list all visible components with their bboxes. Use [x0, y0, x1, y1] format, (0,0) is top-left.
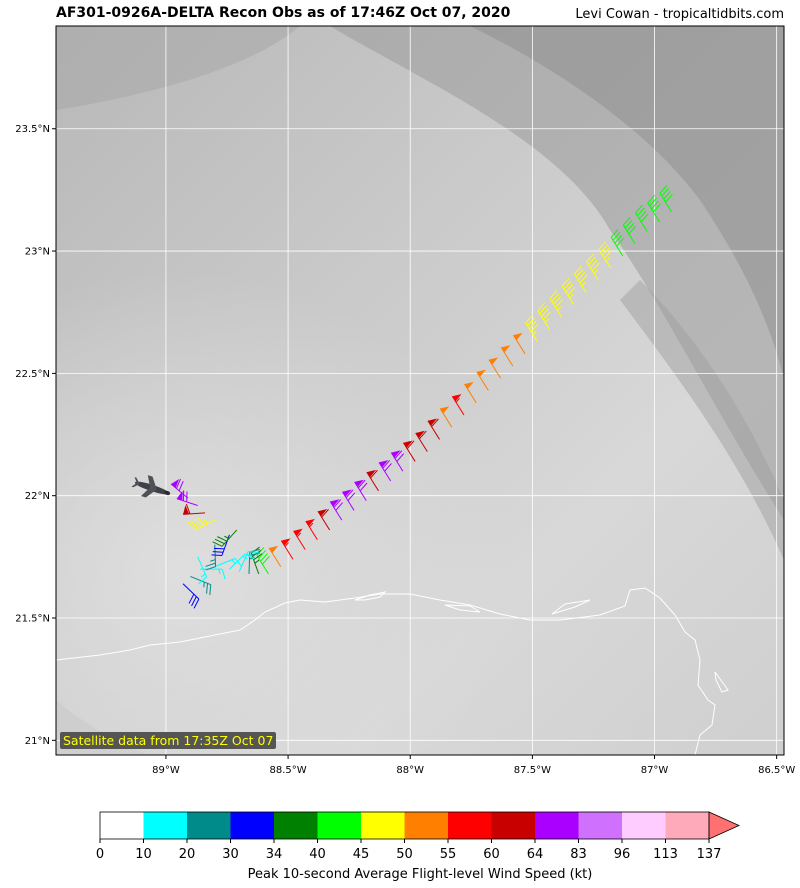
wind-barb [354, 479, 368, 501]
colorbar-segment [317, 812, 362, 839]
wind-barb [512, 332, 526, 355]
wind-barb [549, 290, 563, 318]
wind-barb [598, 241, 612, 269]
wind-barb [329, 499, 343, 521]
colorbar-tick-label: 10 [135, 847, 152, 862]
colorbar-tick-label: 45 [352, 847, 370, 862]
colorbar-tick-label: 137 [696, 847, 722, 862]
colorbar-tick-label: 50 [396, 847, 413, 862]
wind-barb [476, 369, 489, 391]
wind-barb [197, 556, 208, 585]
lat-tick-label: 23.5°N [15, 124, 50, 135]
wind-barb [390, 450, 405, 472]
wind-barb [451, 394, 465, 416]
wind-barb [537, 302, 551, 330]
lon-tick-label: 86.5°W [758, 765, 795, 776]
colorbar-tick-label: 113 [653, 847, 678, 862]
wind-barb [464, 381, 477, 403]
wind-barb [427, 418, 440, 440]
wind-barb [378, 460, 392, 482]
lat-tick-label: 22.5°N [15, 369, 50, 380]
wind-barb [403, 440, 416, 462]
wind-barb [176, 490, 198, 506]
wind-barbs [170, 185, 673, 609]
colorbar-tick-label: 60 [483, 847, 500, 862]
wind-barb [439, 406, 453, 428]
wind-barb [366, 469, 379, 492]
wind-barb [183, 503, 206, 515]
wind-barb [214, 557, 243, 568]
wind-barb [170, 478, 189, 499]
wind-barb [256, 547, 270, 575]
wind-barb [341, 489, 356, 511]
colorbar-segment [100, 812, 144, 839]
wind-barb [647, 194, 661, 222]
colorbar-tick-label: 83 [570, 847, 587, 862]
colorbar-tick-label: 0 [95, 847, 105, 862]
wind-barb [190, 575, 212, 596]
lon-tick-label: 88°W [396, 765, 424, 776]
lon-tick-label: 87.5°W [514, 765, 551, 776]
lat-tick-label: 21.5°N [15, 614, 50, 625]
colorbar-segment [404, 812, 449, 839]
colorbar-tick-label: 30 [222, 847, 239, 862]
colorbar-segment [665, 812, 710, 839]
wind-barb [586, 253, 600, 281]
wind-barb [415, 430, 428, 452]
wind-barb [182, 583, 200, 609]
colorbar-segment [622, 812, 666, 839]
wind-barb [500, 345, 514, 367]
wind-barb [280, 538, 294, 560]
wind-barb [574, 265, 588, 293]
colorbar-segment [187, 812, 231, 839]
satellite-background [56, 26, 784, 755]
colorbar [99, 811, 740, 843]
lon-tick-label: 89°W [152, 765, 180, 776]
wind-barb [488, 357, 502, 379]
colorbar-tick-label: 96 [613, 847, 631, 862]
colorbar-tick-label: 34 [265, 847, 283, 862]
colorbar-segment [274, 812, 318, 839]
wind-barb [317, 509, 331, 531]
map-title: AF301-0926A-DELTA Recon Obs as of 17:46Z… [56, 5, 511, 21]
coastline [56, 587, 729, 755]
colorbar-segment [230, 812, 275, 839]
colorbar-extend-arrow [708, 811, 740, 840]
lon-tick-label: 87°W [641, 765, 669, 776]
axis-ticks: 23.5°N 23°N 22.5°N 22°N 21.5°N 21°N 89°W 88.5°W… [15, 124, 795, 776]
wind-barb [212, 529, 238, 547]
wind-barb [561, 278, 576, 306]
satellite-note: Satellite data from 17:35Z Oct 07 [60, 732, 277, 749]
lat-tick-label: 21°N [25, 736, 50, 747]
plane-icon [131, 475, 171, 498]
colorbar-tick-label: 20 [178, 847, 196, 862]
wind-barb [305, 518, 318, 540]
wind-barb [610, 229, 624, 257]
wind-barb [622, 216, 637, 244]
colorbar-tick-label: 64 [526, 847, 544, 862]
lat-tick-label: 22°N [25, 491, 50, 502]
colorbar-title: Peak 10-second Average Flight-level Wind… [247, 867, 593, 882]
colorbar-segment [535, 812, 579, 839]
wind-barb [659, 185, 673, 213]
wind-barb [187, 517, 216, 531]
colorbar-segment [448, 812, 492, 839]
map-frame [55, 25, 785, 756]
wind-barb [525, 314, 539, 342]
colorbar-tick-label: 55 [439, 847, 457, 862]
colorbar-segment [491, 812, 536, 839]
map-credit: Levi Cowan - tropicaltidbits.com [575, 7, 784, 22]
wind-barb [200, 568, 226, 580]
wind-barb [635, 204, 649, 232]
wind-barb [268, 545, 282, 567]
colorbar-segment [578, 812, 623, 839]
colorbar-segment [361, 812, 405, 839]
lat-tick-label: 23°N [25, 247, 50, 258]
colorbar-segment [143, 812, 188, 839]
wind-barb [250, 546, 263, 575]
lon-tick-label: 88.5°W [270, 765, 307, 776]
wind-barb [293, 528, 306, 550]
colorbar-tick-label: 40 [309, 847, 326, 862]
